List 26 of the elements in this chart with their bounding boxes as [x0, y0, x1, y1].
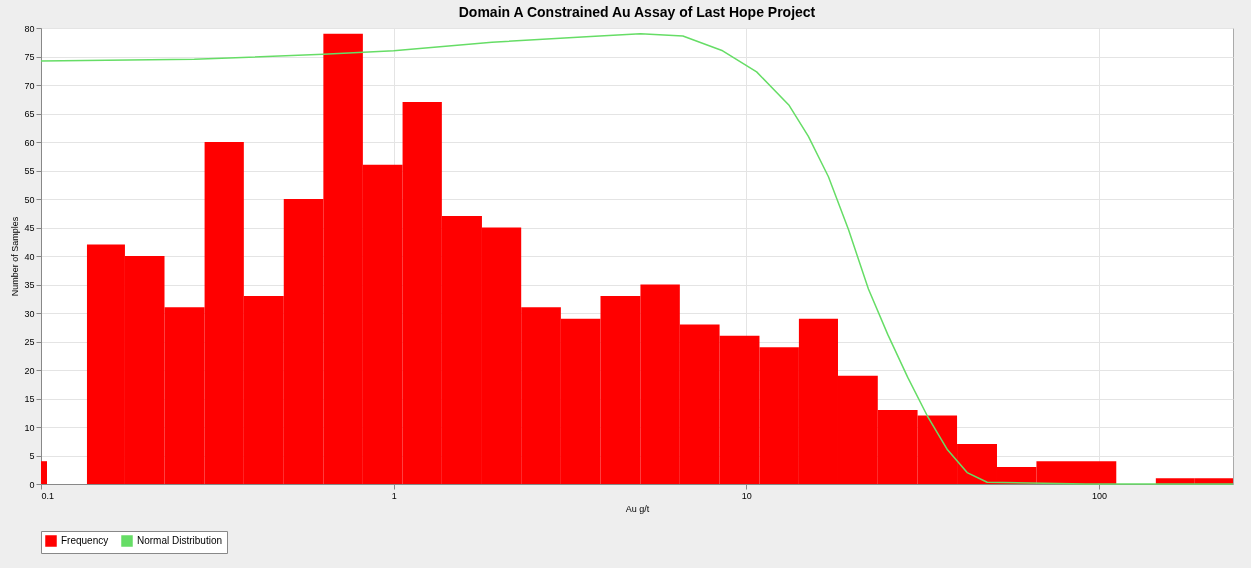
y-axis-title: Number of Samples — [10, 216, 21, 297]
y-tick-label: 30 — [24, 308, 35, 319]
y-tick-label: 15 — [24, 394, 35, 404]
legend-label: Frequency — [61, 535, 109, 546]
y-tick-label: 0 — [29, 479, 35, 490]
y-tick-label: 40 — [24, 251, 35, 262]
y-tick-label: 25 — [24, 337, 35, 347]
legend-label: Normal Distribution — [137, 535, 223, 546]
y-tick-label: 65 — [24, 109, 35, 119]
y-tick-label: 45 — [24, 223, 35, 233]
x-tick-label: 0.1 — [41, 490, 55, 501]
y-tick-label: 20 — [24, 365, 35, 376]
x-tick-label: 10 — [741, 490, 752, 501]
y-tick-label: 60 — [24, 137, 35, 148]
chart-title: Domain A Constrained Au Assay of Last Hope Project — [458, 4, 816, 20]
x-tick-label: 100 — [1091, 490, 1107, 501]
y-tick-label: 10 — [24, 422, 35, 433]
y-tick-label: 55 — [24, 166, 35, 176]
y-tick-label: 35 — [24, 280, 35, 290]
x-tick-label: 1 — [391, 490, 397, 501]
y-tick-label: 80 — [24, 23, 35, 34]
x-axis-title: Au g/t — [625, 503, 650, 514]
y-tick-label: 70 — [24, 80, 35, 91]
y-tick-label: 75 — [24, 52, 35, 62]
y-tick-label: 5 — [29, 451, 35, 461]
y-tick-label: 50 — [24, 194, 35, 205]
